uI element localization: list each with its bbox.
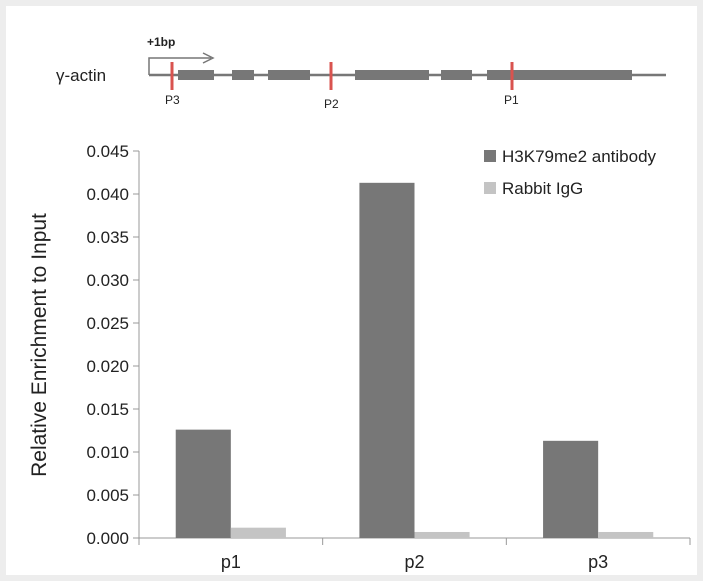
legend: H3K79me2 antibody Rabbit IgG xyxy=(484,147,657,198)
x-category-label: p1 xyxy=(221,552,241,572)
y-tick-label: 0.010 xyxy=(86,443,129,462)
y-tick-label: 0.035 xyxy=(86,228,129,247)
tss-arrowhead-icon xyxy=(202,52,215,64)
primer-label-p1: P1 xyxy=(504,93,519,107)
figure-svg: γ-actin +1bp P3 P2 P1 Relative Enrichmen… xyxy=(28,35,691,572)
gene-name-label: γ-actin xyxy=(56,66,106,85)
y-tick-label: 0.015 xyxy=(86,400,129,419)
bar xyxy=(543,440,599,538)
y-tick-label: 0.020 xyxy=(86,357,129,376)
exon-block xyxy=(355,70,429,80)
y-axis: 0.000 0.005 0.010 0.015 0.020 0.025 0.030 0.035… xyxy=(86,142,140,548)
bars-group xyxy=(175,182,654,538)
y-tick-label: 0.045 xyxy=(86,142,129,161)
bar xyxy=(414,531,470,538)
primer-label-p3: P3 xyxy=(165,93,180,107)
gene-diagram: γ-actin +1bp P3 P2 P1 xyxy=(56,35,666,111)
exon-block xyxy=(178,70,214,80)
y-tick-label: 0.025 xyxy=(86,314,129,333)
exon-block xyxy=(441,70,472,80)
exon-block xyxy=(232,70,254,80)
bar xyxy=(230,527,286,538)
tss-arrow-icon xyxy=(148,57,211,75)
x-category-label: p2 xyxy=(404,552,424,572)
y-tick-label: 0.040 xyxy=(86,185,129,204)
bar xyxy=(598,531,654,538)
y-tick-label: 0.030 xyxy=(86,271,129,290)
x-axis: p1 p2 p3 xyxy=(138,537,691,572)
y-tick-label: 0.000 xyxy=(86,529,129,548)
x-category-label: p3 xyxy=(588,552,608,572)
legend-swatch xyxy=(484,182,496,194)
legend-label: Rabbit IgG xyxy=(502,179,583,198)
exon-block xyxy=(487,70,632,80)
y-tick-label: 0.005 xyxy=(86,486,129,505)
figure-canvas: γ-actin +1bp P3 P2 P1 Relative Enrichmen… xyxy=(6,6,697,575)
bar xyxy=(359,182,415,538)
legend-swatch xyxy=(484,150,496,162)
y-axis-title: Relative Enrichment to Input xyxy=(28,213,51,477)
bar xyxy=(175,429,231,538)
legend-label: H3K79me2 antibody xyxy=(502,147,657,166)
bar-chart: Relative Enrichment to Input 0.0000.0050… xyxy=(28,142,691,572)
exon-block xyxy=(268,70,310,80)
primer-label-p2: P2 xyxy=(324,97,339,111)
tss-label: +1bp xyxy=(147,35,175,49)
